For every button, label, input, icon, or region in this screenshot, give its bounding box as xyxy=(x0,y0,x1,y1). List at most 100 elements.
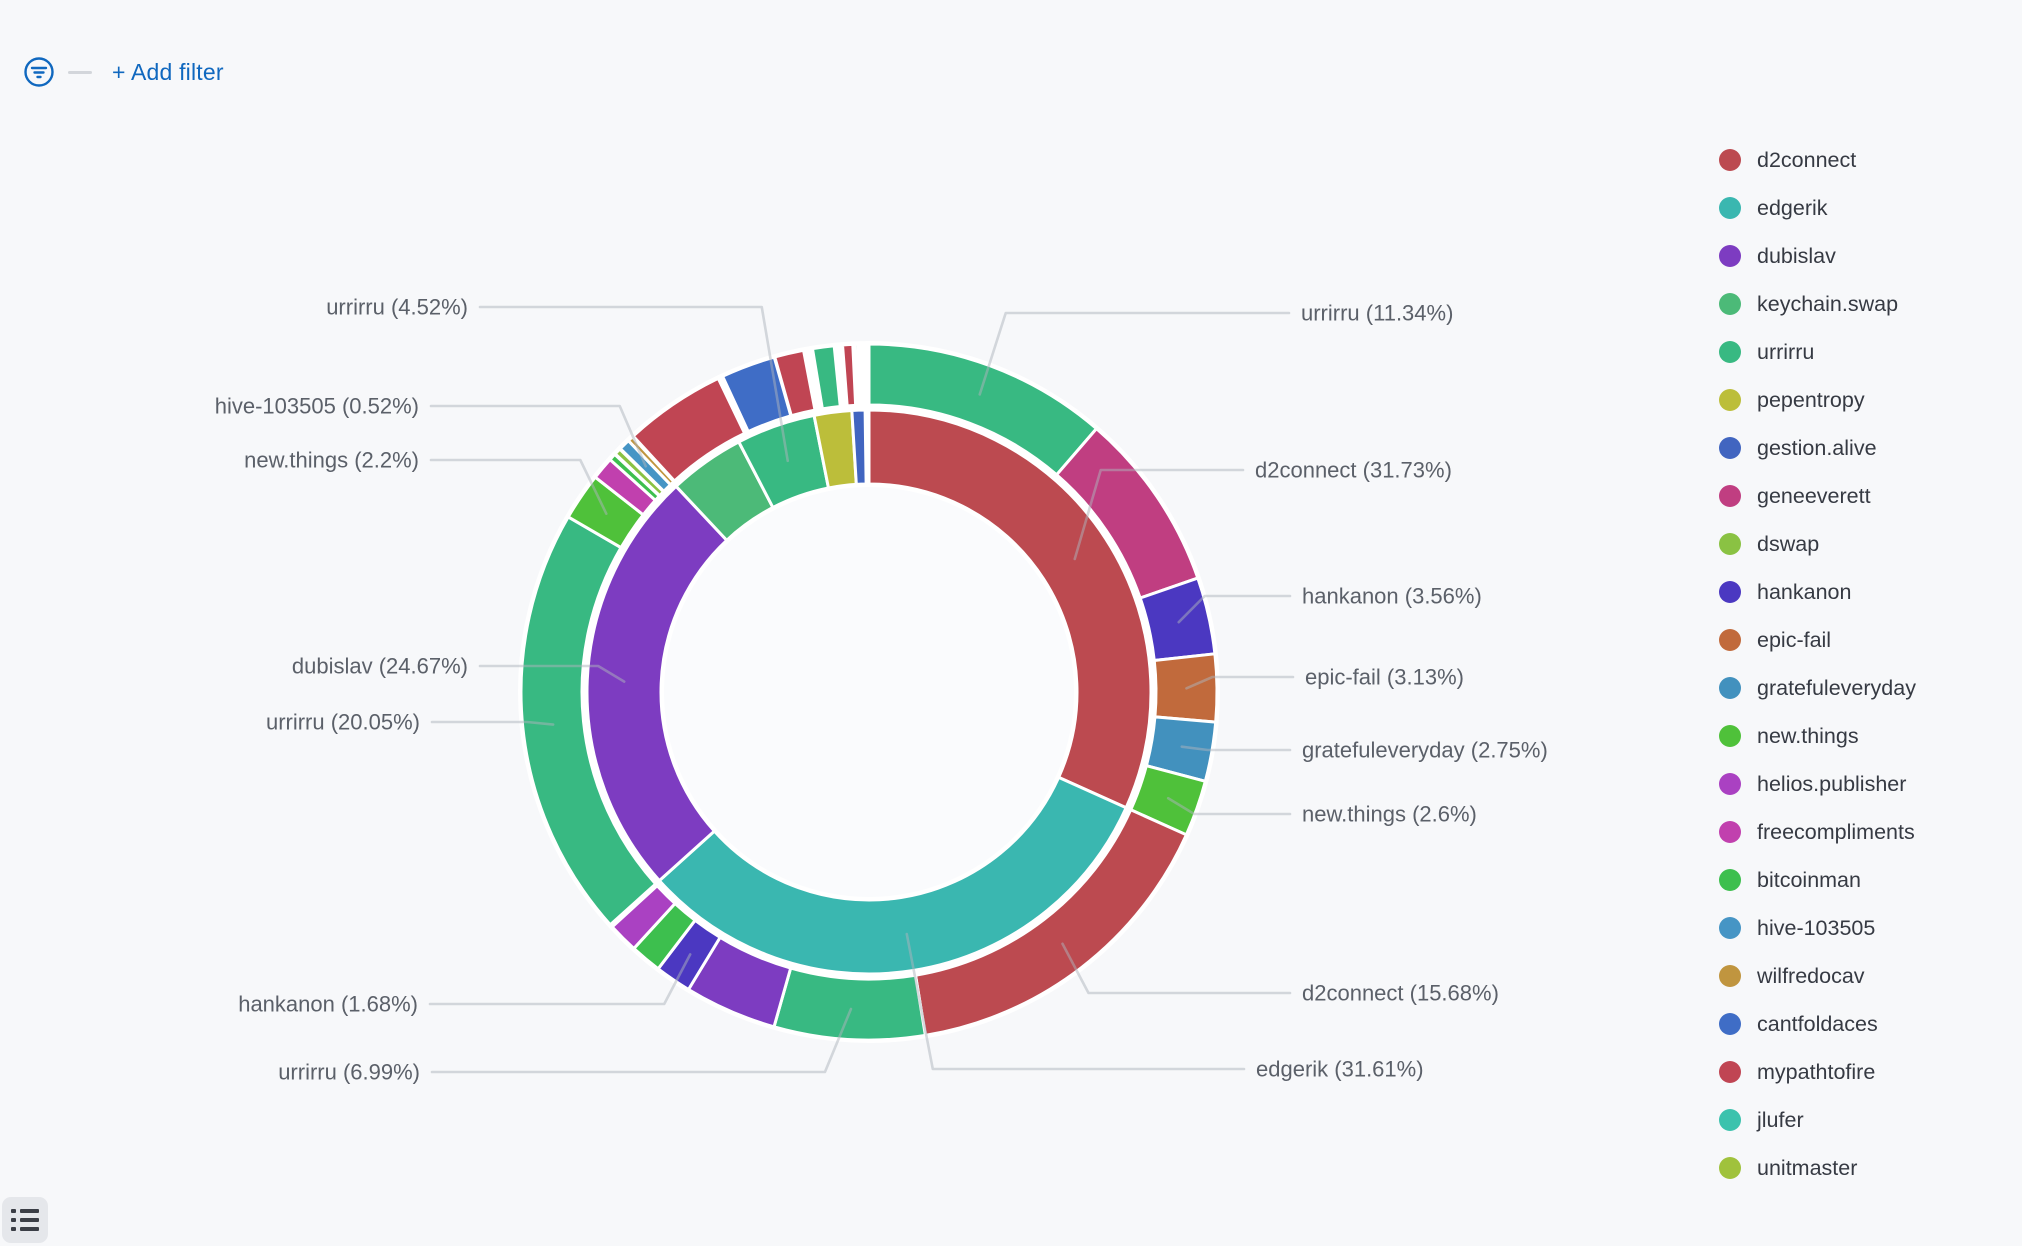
legend-item-label: dswap xyxy=(1757,531,1820,556)
legend-item-geneeverett[interactable]: geneeverett xyxy=(1719,472,1916,520)
donut-hole xyxy=(664,487,1074,897)
slice-callout-label: epic-fail (3.13%) xyxy=(1305,665,1464,690)
slice-inner-dubislav[interactable] xyxy=(585,484,729,883)
legend-swatch-icon xyxy=(1719,245,1741,267)
add-filter-link[interactable]: + Add filter xyxy=(112,58,224,85)
legend-item-dubislav[interactable]: dubislav xyxy=(1719,232,1916,280)
legend-item-helios.publisher[interactable]: helios.publisher xyxy=(1719,760,1916,808)
callout-leader-line xyxy=(1061,942,1292,995)
slice-inner-d2connect[interactable] xyxy=(867,408,1153,810)
chart-legend: d2connect edgerik dubislav keychain.swap urr… xyxy=(1719,136,1916,1192)
callout-leader-line xyxy=(429,458,608,515)
legend-item-label: keychain.swap xyxy=(1757,291,1899,316)
filter-menu-button[interactable] xyxy=(22,55,56,89)
legend-swatch-icon xyxy=(1719,869,1741,891)
slice-inner-edgerik[interactable] xyxy=(657,775,1128,976)
callout-leader-line xyxy=(905,932,1246,1071)
legend-item-dswap[interactable]: dswap xyxy=(1719,520,1916,568)
slice-callout-label: d2connect (31.73%) xyxy=(1255,458,1452,483)
legend-toggle-button[interactable] xyxy=(2,1197,48,1243)
legend-swatch-icon xyxy=(1719,1013,1741,1035)
callout-leader-line xyxy=(1180,745,1292,752)
legend-swatch-icon xyxy=(1719,773,1741,795)
legend-swatch-icon xyxy=(1719,341,1741,363)
slice-callout-label: hive-103505 (0.52%) xyxy=(215,394,419,419)
legend-swatch-icon xyxy=(1719,485,1741,507)
legend-swatch-icon xyxy=(1719,1157,1741,1179)
legend-swatch-icon xyxy=(1719,677,1741,699)
legend-item-hive-103505[interactable]: hive-103505 xyxy=(1719,904,1916,952)
slice-outer-mypathtofire[interactable] xyxy=(841,342,858,408)
legend-item-urrirru[interactable]: urrirru xyxy=(1719,328,1916,376)
callout-leader-line xyxy=(1177,594,1292,624)
legend-swatch-icon xyxy=(1719,197,1741,219)
legend-item-label: hive-103505 xyxy=(1757,915,1876,940)
legend-swatch-icon xyxy=(1719,437,1741,459)
legend-item-cantfoldaces[interactable]: cantfoldaces xyxy=(1719,1000,1916,1048)
legend-item-label: unitmaster xyxy=(1757,1155,1858,1180)
legend-item-unitmaster[interactable]: unitmaster xyxy=(1719,1144,1916,1192)
legend-item-label: helios.publisher xyxy=(1757,771,1907,796)
legend-swatch-icon xyxy=(1719,149,1741,171)
list-icon xyxy=(11,1208,39,1231)
slice-inner-gestion.alive[interactable] xyxy=(850,408,868,486)
slice-outer-urrirru[interactable] xyxy=(810,344,842,411)
slice-callout-label: urrirru (11.34%) xyxy=(1301,301,1453,326)
legend-item-jlufer[interactable]: jlufer xyxy=(1719,1096,1916,1144)
legend-swatch-icon xyxy=(1719,629,1741,651)
legend-item-new.things[interactable]: new.things xyxy=(1719,712,1916,760)
legend-item-label: urrirru xyxy=(1757,339,1815,364)
legend-item-pepentropy[interactable]: pepentropy xyxy=(1719,376,1916,424)
slice-callout-label: new.things (2.6%) xyxy=(1302,802,1477,827)
legend-item-label: hankanon xyxy=(1757,579,1852,604)
legend-swatch-icon xyxy=(1719,293,1741,315)
legend-item-hankanon[interactable]: hankanon xyxy=(1719,568,1916,616)
callout-leader-line xyxy=(478,305,790,463)
filter-icon xyxy=(24,57,54,87)
slice-callout-label: urrirru (6.99%) xyxy=(278,1060,420,1085)
legend-item-edgerik[interactable]: edgerik xyxy=(1719,184,1916,232)
legend-item-gratefuleveryday[interactable]: gratefuleveryday xyxy=(1719,664,1916,712)
legend-item-label: d2connect xyxy=(1757,147,1857,172)
legend-item-wilfredocav[interactable]: wilfredocav xyxy=(1719,952,1916,1000)
legend-swatch-icon xyxy=(1719,1061,1741,1083)
legend-item-label: mypathtofire xyxy=(1757,1059,1876,1084)
legend-swatch-icon xyxy=(1719,821,1741,843)
legend-item-d2connect[interactable]: d2connect xyxy=(1719,136,1916,184)
slice-callout-label: hankanon (3.56%) xyxy=(1302,584,1482,609)
legend-swatch-icon xyxy=(1719,917,1741,939)
slice-callout-label: dubislav (24.67%) xyxy=(292,654,468,679)
legend-item-label: freecompliments xyxy=(1757,819,1915,844)
legend-item-label: cantfoldaces xyxy=(1757,1011,1878,1036)
slice-callout-label: new.things (2.2%) xyxy=(244,448,419,473)
slice-outer-urrirru[interactable] xyxy=(772,966,927,1042)
callout-leader-line xyxy=(1073,468,1245,561)
callout-leader-line xyxy=(428,953,692,1006)
legend-item-label: edgerik xyxy=(1757,195,1828,220)
callout-leader-line xyxy=(478,664,626,683)
filter-bar: + Add filter xyxy=(22,52,224,92)
slice-outer-mypathtofire[interactable] xyxy=(773,348,817,418)
legend-swatch-icon xyxy=(1719,533,1741,555)
slice-callout-label: hankanon (1.68%) xyxy=(238,992,418,1017)
callout-leader-line xyxy=(1185,675,1295,690)
legend-item-gestion.alive[interactable]: gestion.alive xyxy=(1719,424,1916,472)
legend-item-freecompliments[interactable]: freecompliments xyxy=(1719,808,1916,856)
slice-outer-urrirru[interactable] xyxy=(853,342,862,407)
legend-swatch-icon xyxy=(1719,581,1741,603)
legend-swatch-icon xyxy=(1719,725,1741,747)
legend-item-mypathtofire[interactable]: mypathtofire xyxy=(1719,1048,1916,1096)
legend-item-bitcoinman[interactable]: bitcoinman xyxy=(1719,856,1916,904)
slice-callout-label: urrirru (20.05%) xyxy=(266,710,420,735)
legend-item-label: pepentropy xyxy=(1757,387,1865,412)
legend-item-label: bitcoinman xyxy=(1757,867,1861,892)
callout-leader-line xyxy=(978,311,1291,396)
callout-leader-line xyxy=(430,1007,853,1074)
legend-item-label: gratefuleveryday xyxy=(1757,675,1916,700)
legend-item-epic-fail[interactable]: epic-fail xyxy=(1719,616,1916,664)
legend-item-keychain.swap[interactable]: keychain.swap xyxy=(1719,280,1916,328)
legend-item-label: dubislav xyxy=(1757,243,1836,268)
slice-outer-helios.publisher[interactable] xyxy=(610,884,677,951)
slice-outer-mypathtofire[interactable] xyxy=(631,376,747,483)
